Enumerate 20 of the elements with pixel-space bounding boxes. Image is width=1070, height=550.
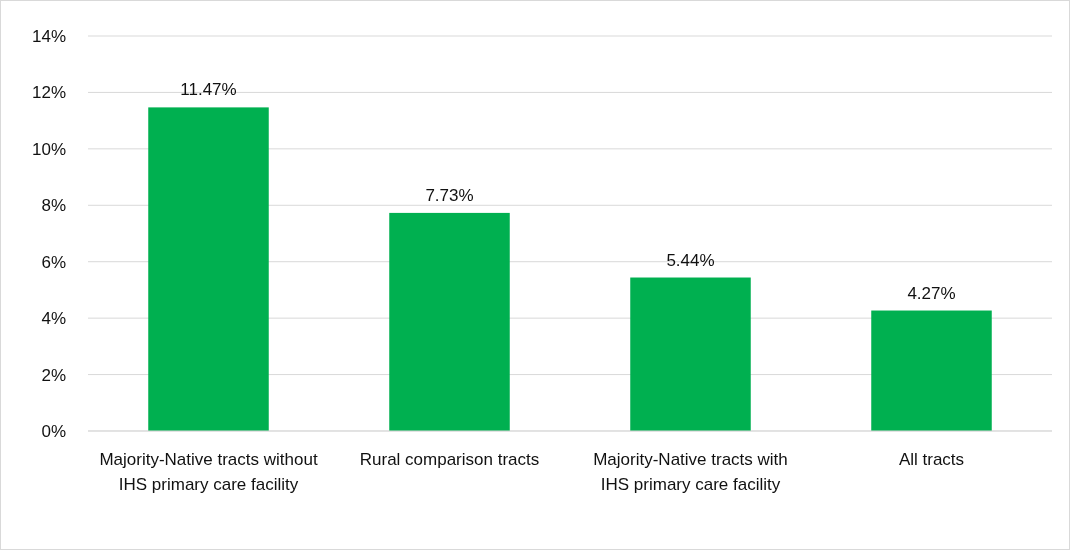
y-tick-label: 12% <box>31 83 66 103</box>
y-tick-label: 6% <box>41 252 66 272</box>
y-tick-label: 14% <box>31 26 66 46</box>
y-tick-label: 0% <box>41 421 66 441</box>
y-tick-label: 10% <box>31 139 66 159</box>
data-label: 4.27% <box>907 283 956 303</box>
y-tick-label: 4% <box>41 309 66 329</box>
y-tick-label: 8% <box>41 196 66 216</box>
data-label: 11.47% <box>180 80 237 100</box>
bar <box>148 107 269 431</box>
x-tick-label: Majority-Native tracts without IHS primary care facility <box>99 450 318 494</box>
data-label: 5.44% <box>666 250 715 270</box>
x-tick-label: Rural comparison tracts <box>359 450 540 470</box>
data-label: 7.73% <box>425 185 474 205</box>
x-tick-label: All tracts <box>898 450 965 470</box>
y-tick-label: 2% <box>41 365 66 385</box>
bar <box>389 212 510 431</box>
x-tick-label: Majority-Native tracts with IHS primary care facility <box>593 450 788 494</box>
bar <box>630 277 751 431</box>
bar <box>871 310 992 431</box>
